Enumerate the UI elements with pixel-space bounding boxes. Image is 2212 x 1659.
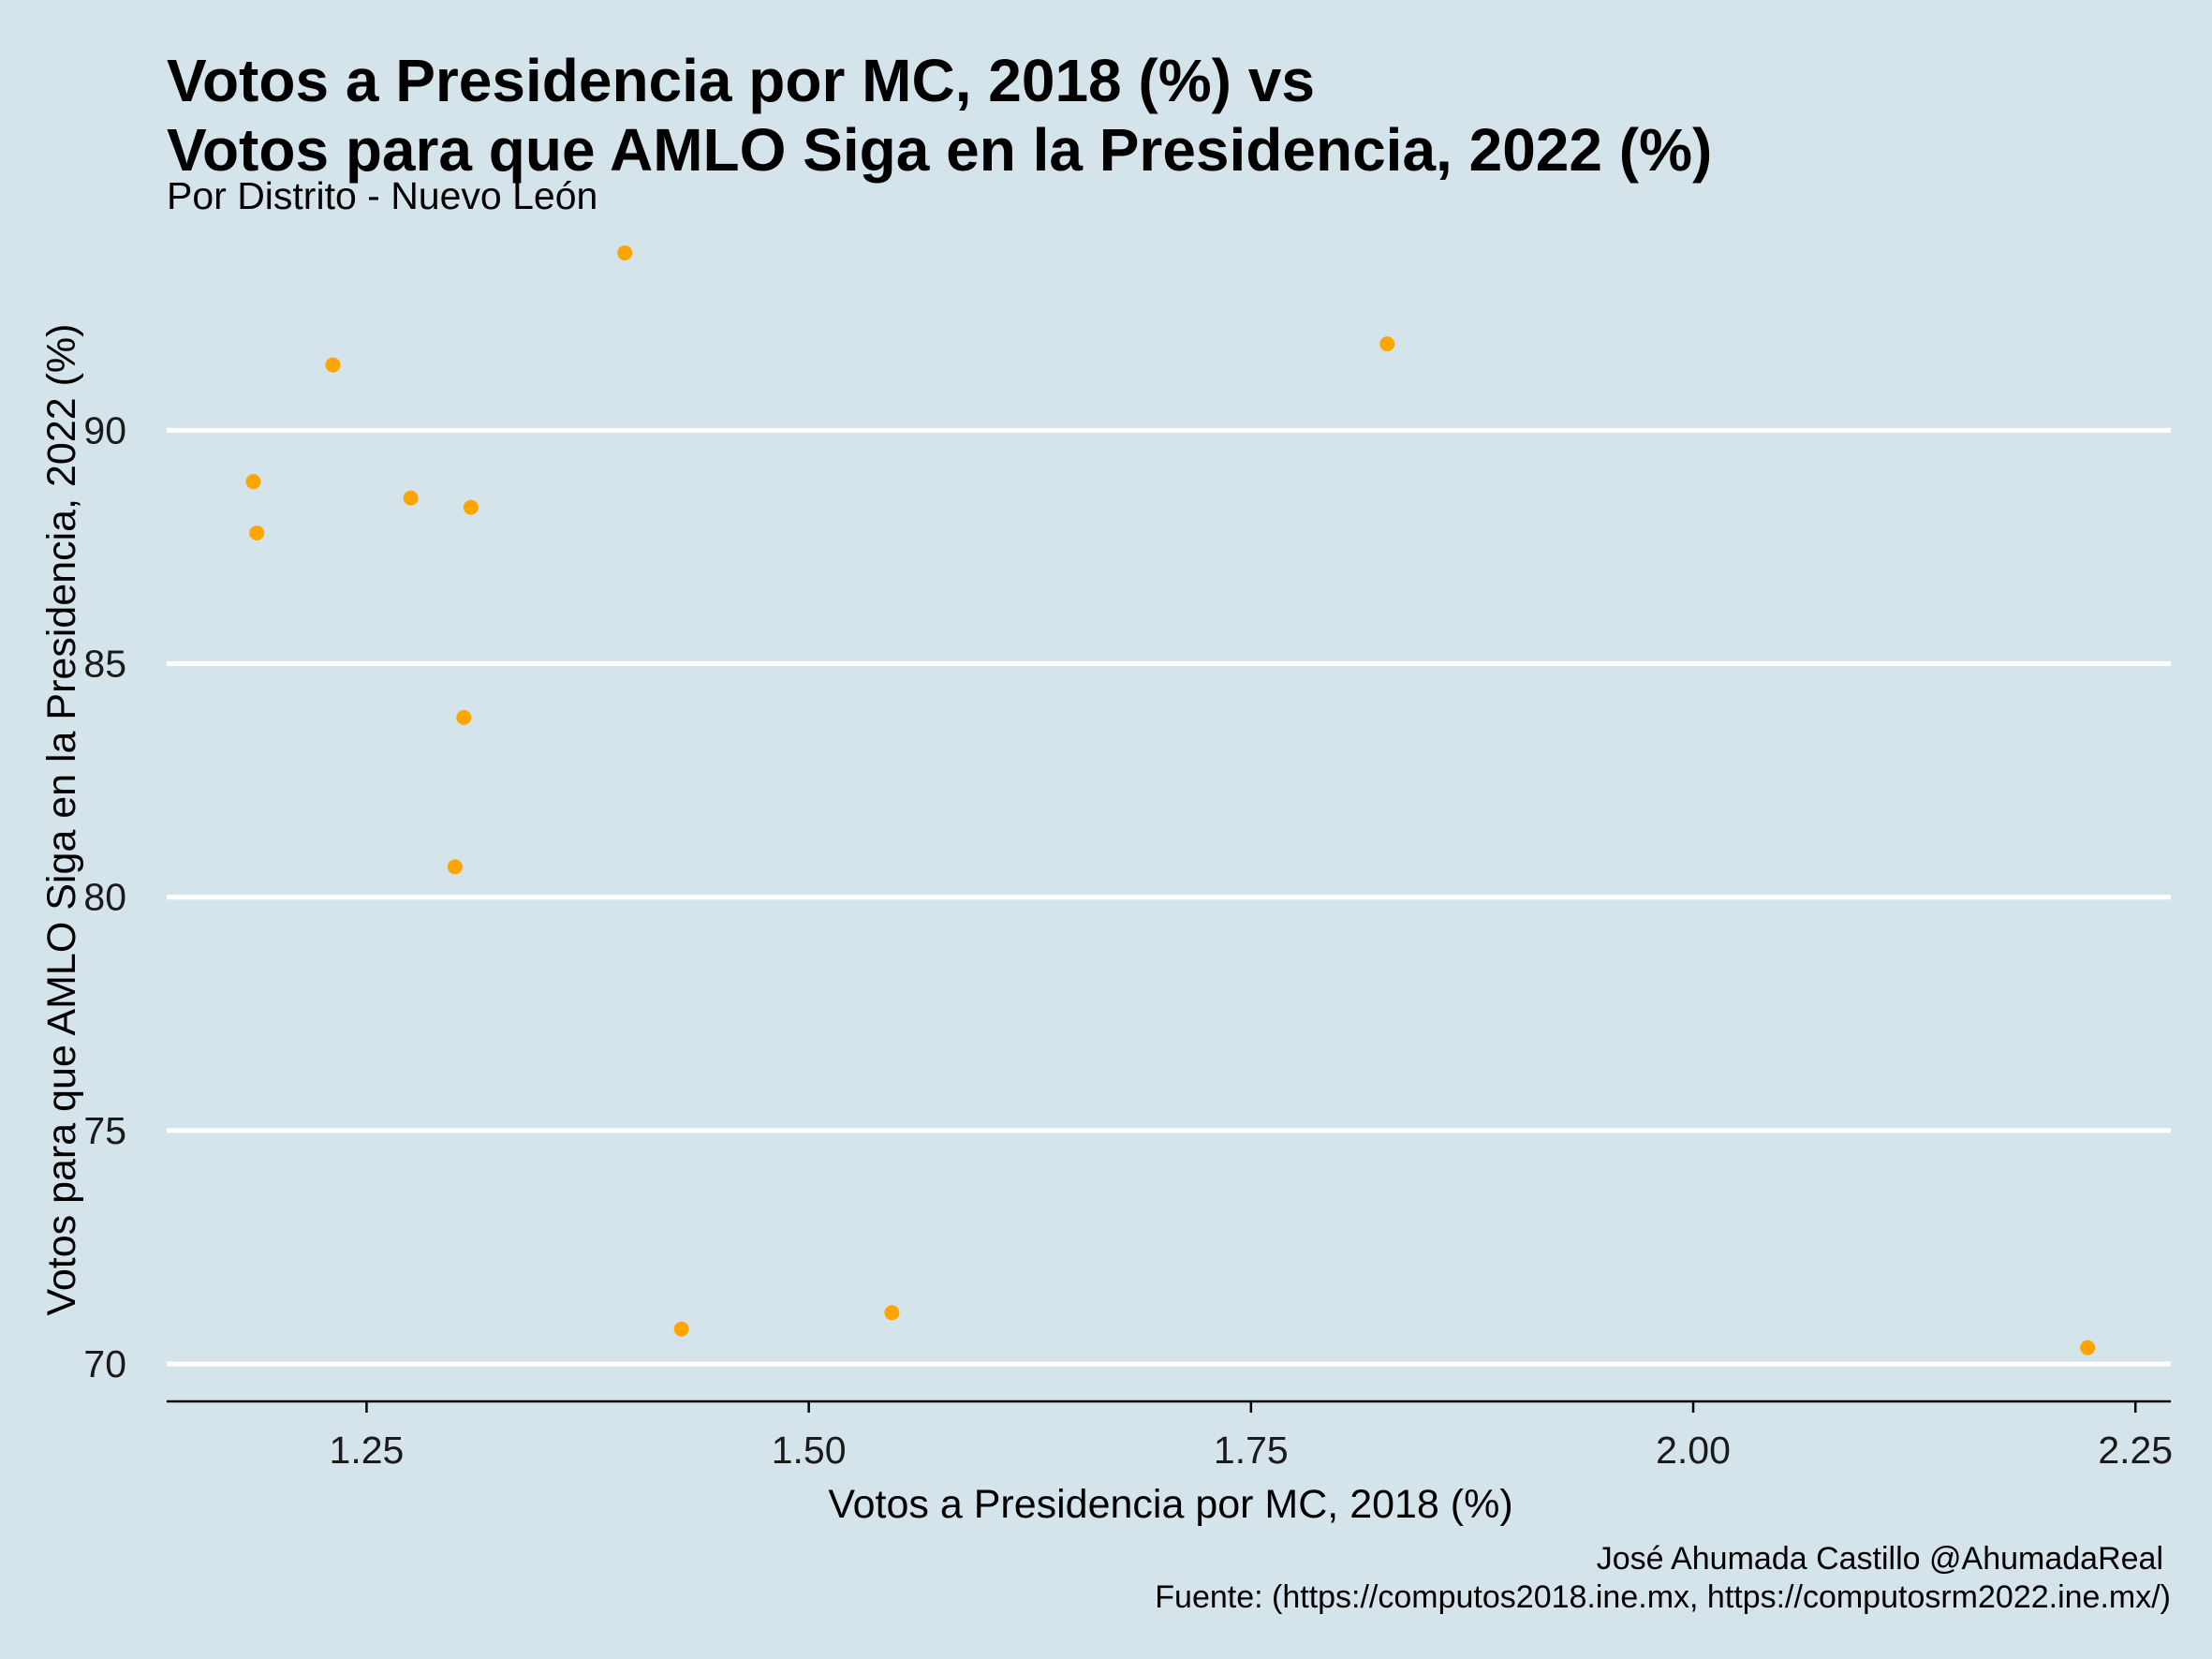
chart-title-line-2: Votos para que AMLO Siga en la Presidenc… xyxy=(167,116,1712,184)
scatter-point xyxy=(617,244,633,260)
y-tick-label: 70 xyxy=(83,1342,126,1385)
y-tick-label: 80 xyxy=(83,876,126,919)
scatter-point xyxy=(884,1305,900,1321)
scatter-point xyxy=(325,357,341,373)
x-tick-label: 1.25 xyxy=(330,1429,405,1472)
y-axis-title: Votos para que AMLO Siga en la Presidenc… xyxy=(39,324,84,1316)
scatter-point xyxy=(249,526,265,541)
data-points xyxy=(245,244,2096,1355)
scatter-point xyxy=(447,859,463,875)
y-tick-label: 85 xyxy=(83,643,126,686)
chart-title-line-1: Votos a Presidencia por MC, 2018 (%) vs xyxy=(167,47,1315,114)
gridlines xyxy=(167,427,2171,1367)
x-tick-label: 2.00 xyxy=(1656,1429,1731,1472)
x-tick-label: 2.25 xyxy=(2098,1429,2173,1472)
y-tick-label: 90 xyxy=(83,408,126,452)
x-axis-title: Votos a Presidencia por MC, 2018 (%) xyxy=(828,1482,1512,1527)
scatter-point xyxy=(403,490,419,506)
scatter-point xyxy=(2080,1340,2096,1355)
x-tick-labels: 1.25 1.50 1.75 2.00 2.25 xyxy=(330,1429,2174,1472)
scatter-point xyxy=(1379,336,1395,352)
x-tick-label: 1.50 xyxy=(772,1429,847,1472)
scatter-point xyxy=(463,499,479,515)
scatter-point xyxy=(673,1321,689,1337)
y-tick-labels: 70 75 80 85 90 xyxy=(83,408,126,1385)
caption-source: Fuente: (https://computos2018.ine.mx, ht… xyxy=(1155,1579,2171,1615)
scatter-point xyxy=(456,709,472,725)
x-ticks xyxy=(365,1401,2137,1413)
y-tick-label: 75 xyxy=(83,1109,126,1152)
x-tick-label: 1.75 xyxy=(1214,1429,1289,1472)
caption-author: José Ahumada Castillo @AhumadaReal xyxy=(1597,1541,2163,1577)
scatter-point xyxy=(245,474,261,490)
chart-subtitle: Por Distrito - Nuevo León xyxy=(167,174,597,217)
